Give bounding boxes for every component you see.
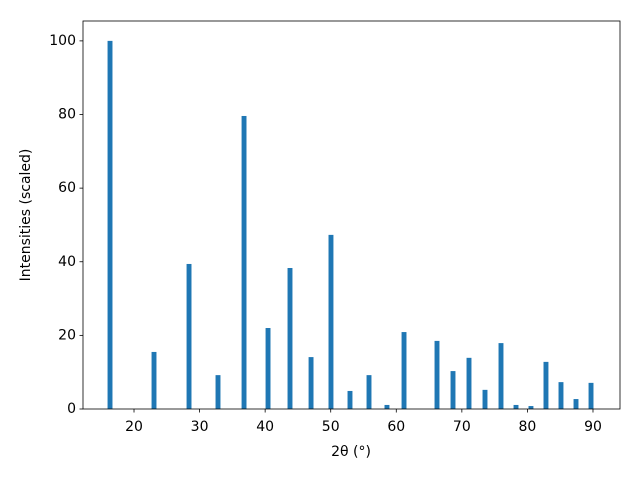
x-tick-label: 80 [519,419,537,435]
bar [588,382,594,409]
x-tick-label: 60 [387,419,405,435]
bar [450,371,456,409]
bar [513,404,519,409]
y-tick-label: 20 [58,327,76,343]
bar [308,357,314,409]
bar [186,263,192,409]
bar [498,343,504,409]
x-tick-label: 50 [322,419,340,435]
bar [215,375,221,409]
y-tick-label: 80 [58,107,76,123]
bar [558,382,564,409]
x-tick-label: 40 [256,419,274,435]
y-tick-label: 100 [49,33,76,49]
bar [466,357,472,409]
x-tick-label: 90 [584,419,602,435]
bar [265,328,271,409]
bar [434,340,440,409]
bar [573,399,579,409]
bar [384,404,390,409]
bar [482,389,488,409]
bar [347,390,353,409]
bar [287,268,293,409]
bar [328,234,334,409]
y-tick-label: 40 [58,254,76,270]
bar [107,40,113,409]
x-tick-label: 70 [453,419,471,435]
plot-frame [82,20,621,410]
x-tick-label: 20 [125,419,143,435]
bar [151,351,157,409]
bar [366,375,372,409]
y-axis-label: Intensities (scaled) [18,149,34,282]
y-tick-label: 60 [58,180,76,196]
bar [543,361,549,409]
y-tick-label: 0 [67,401,76,417]
x-tick-label: 30 [191,419,209,435]
bar [241,115,247,409]
x-axis-label: 2θ (°) [331,444,371,460]
bar [528,406,534,409]
bar [401,332,407,409]
